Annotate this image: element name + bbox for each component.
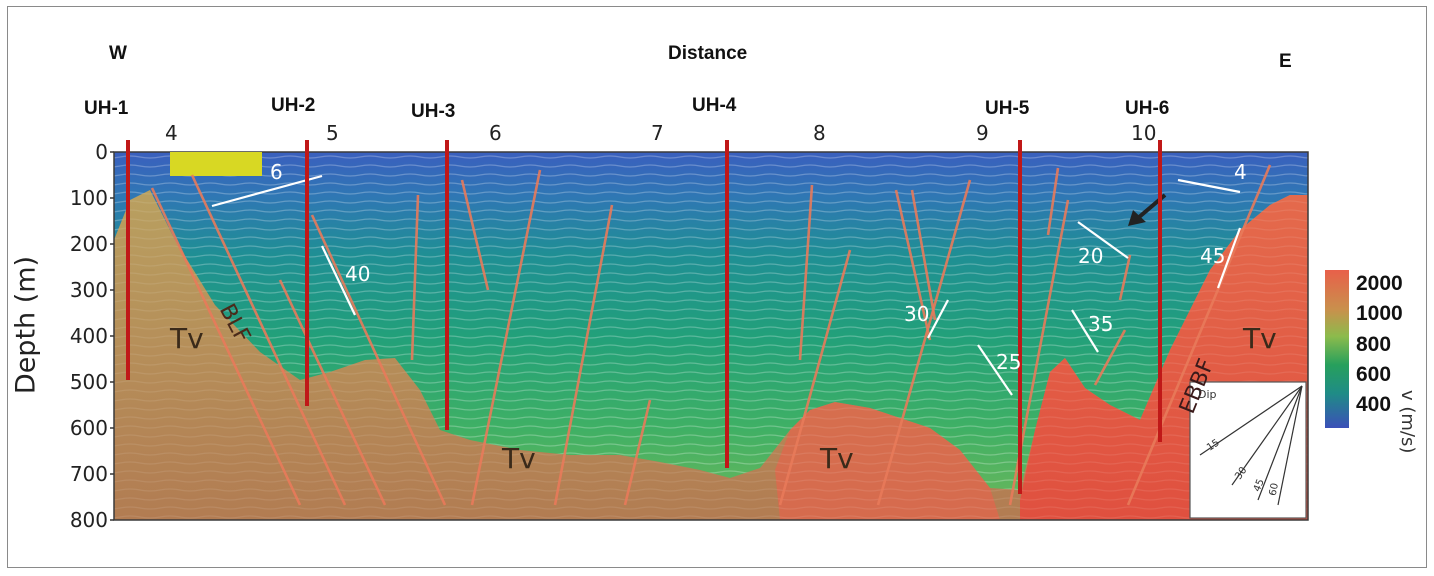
well-label-uh6: UH-6 bbox=[1125, 98, 1170, 119]
y-tick-label: 400 bbox=[69, 324, 108, 348]
fault-line bbox=[1093, 329, 1127, 386]
fault-lines bbox=[150, 164, 1272, 506]
dip-legend-lines bbox=[1199, 385, 1303, 506]
colorbar-tick-label: 1000 bbox=[1356, 302, 1403, 325]
fault-line bbox=[894, 189, 932, 341]
dip-marker bbox=[1077, 221, 1129, 259]
fault-line bbox=[876, 179, 972, 506]
x-tick-label: 5 bbox=[326, 121, 339, 145]
unit-label-tv: Tv bbox=[170, 322, 204, 355]
unit-label-tv: Tv bbox=[1243, 322, 1277, 355]
fault-line bbox=[310, 214, 447, 506]
fault-line bbox=[470, 169, 542, 506]
direction-west: W bbox=[109, 43, 127, 64]
fault-line bbox=[1046, 167, 1060, 236]
fault-line bbox=[798, 184, 814, 361]
unit-label-tv: Tv bbox=[820, 442, 854, 475]
fault-line bbox=[910, 189, 937, 321]
x-tick-label: 9 bbox=[976, 121, 989, 145]
basement-texture bbox=[114, 152, 1308, 520]
well-label-uh2: UH-2 bbox=[271, 95, 316, 116]
fault-line bbox=[410, 194, 420, 361]
x-tick-label: 6 bbox=[489, 121, 502, 145]
dip-marker bbox=[1177, 178, 1241, 194]
dip-annotation: 45 bbox=[1200, 244, 1226, 268]
y-tick-label: 500 bbox=[69, 370, 108, 394]
colorbar-tick-label: 800 bbox=[1356, 333, 1392, 356]
dip-marker bbox=[321, 245, 356, 316]
fault-line bbox=[150, 187, 302, 506]
y-tick-label: 600 bbox=[69, 416, 108, 440]
x-tick-label: 4 bbox=[165, 121, 178, 145]
dip-legend-title: Dip bbox=[1198, 388, 1217, 401]
x-tick-label: 7 bbox=[651, 121, 664, 145]
well-label-uh4: UH-4 bbox=[692, 95, 737, 116]
colorbar-tick-label: 2000 bbox=[1356, 272, 1403, 295]
well-label-uh1: UH-1 bbox=[84, 98, 129, 119]
y-tick-label: 100 bbox=[69, 186, 108, 210]
fault-line bbox=[623, 399, 652, 506]
y-axis-ticks bbox=[110, 151, 114, 521]
dip-marker bbox=[977, 344, 1013, 396]
dip-annotation: 40 bbox=[345, 262, 371, 286]
colorbar-title: v (m/s) bbox=[1397, 390, 1418, 454]
dip-annotation: 20 bbox=[1078, 244, 1104, 268]
colorbar-tick-label: 600 bbox=[1356, 363, 1392, 386]
x-tick-label: 10 bbox=[1131, 121, 1157, 145]
colorbar-tick-label: 400 bbox=[1356, 393, 1392, 416]
dip-annotation: 4 bbox=[1234, 160, 1247, 184]
x-axis-title: Distance bbox=[668, 43, 748, 64]
y-tick-label: 0 bbox=[95, 140, 108, 164]
direction-east: E bbox=[1279, 51, 1292, 72]
dip-annotation: 25 bbox=[996, 350, 1022, 374]
fault-line bbox=[553, 204, 614, 506]
well-label-uh3: UH-3 bbox=[411, 101, 456, 122]
dip-legend-box bbox=[1189, 381, 1307, 519]
fault-line bbox=[1118, 254, 1132, 301]
fault-line bbox=[778, 249, 852, 506]
colorbar bbox=[1325, 270, 1349, 428]
x-tick-label: 8 bbox=[813, 121, 826, 145]
y-tick-label: 700 bbox=[69, 462, 108, 486]
dip-marker bbox=[211, 174, 323, 208]
dip-annotation: 35 bbox=[1088, 312, 1114, 336]
dip-markers bbox=[211, 174, 1242, 396]
dip-annotation: 30 bbox=[904, 302, 930, 326]
dip-marker bbox=[1071, 309, 1099, 353]
dip-annotation: 6 bbox=[270, 160, 283, 184]
figure-frame bbox=[7, 6, 1427, 568]
fault-line bbox=[278, 279, 387, 506]
y-tick-label: 300 bbox=[69, 278, 108, 302]
well-label-uh5: UH-5 bbox=[985, 98, 1030, 119]
y-axis-title: Depth (m) bbox=[10, 255, 42, 395]
dip-marker bbox=[927, 299, 949, 339]
unit-label-tv: Tv bbox=[502, 442, 536, 475]
y-tick-label: 800 bbox=[69, 508, 108, 532]
well-lines bbox=[126, 140, 1162, 494]
fault-line bbox=[190, 174, 347, 506]
fault-line bbox=[1126, 164, 1272, 506]
fault-line bbox=[460, 179, 490, 291]
highlight-box bbox=[170, 152, 262, 176]
dip-marker bbox=[1216, 227, 1242, 289]
y-tick-label: 200 bbox=[69, 232, 108, 256]
